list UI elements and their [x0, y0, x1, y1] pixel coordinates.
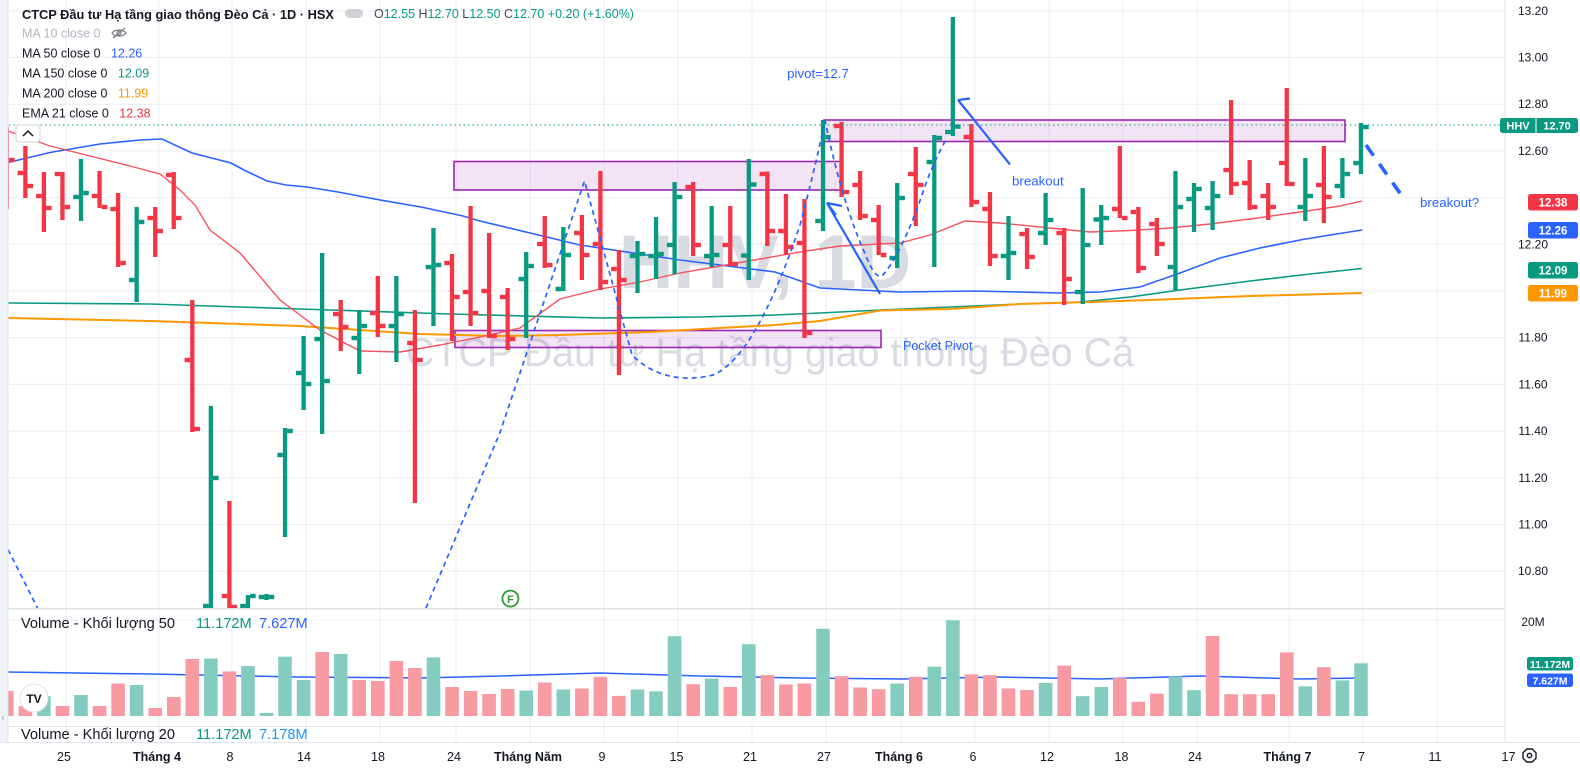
- svg-text:11.40: 11.40: [1518, 424, 1547, 438]
- svg-text:HHV: HHV: [1506, 121, 1530, 133]
- svg-text:TV: TV: [26, 692, 41, 706]
- svg-text:7.627M: 7.627M: [259, 616, 308, 632]
- svg-text:Volume - Khối lượng 50: Volume - Khối lượng 50: [21, 616, 175, 632]
- svg-text:11.99: 11.99: [1539, 288, 1567, 300]
- svg-text:breakout: breakout: [1012, 174, 1064, 189]
- svg-text:18: 18: [371, 750, 385, 764]
- svg-text:breakout?: breakout?: [1420, 195, 1479, 210]
- svg-text:Tháng 4: Tháng 4: [133, 750, 181, 764]
- svg-text:7.178M: 7.178M: [259, 727, 308, 743]
- svg-text:15: 15: [670, 750, 684, 764]
- svg-text:21: 21: [743, 750, 757, 764]
- svg-text:6: 6: [970, 750, 977, 764]
- svg-text:EMA 21 close 0 12.38: EMA 21 close 0 12.38: [22, 107, 151, 121]
- svg-text:14: 14: [297, 750, 311, 764]
- svg-text:Tháng Năm: Tháng Năm: [494, 750, 562, 764]
- svg-text:13.00: 13.00: [1518, 51, 1548, 65]
- svg-text:9: 9: [599, 750, 606, 764]
- svg-text:12.70: 12.70: [1543, 121, 1571, 133]
- svg-text:7: 7: [1358, 750, 1365, 764]
- svg-text:O12.55 H12.70 L12.50 C12.70 +0: O12.55 H12.70 L12.50 C12.70 +0.20 (+1.60…: [374, 7, 634, 21]
- svg-text:17: 17: [1502, 750, 1516, 764]
- svg-text:12: 12: [1040, 750, 1054, 764]
- svg-text:18: 18: [1115, 750, 1129, 764]
- svg-text:CTCP Đầu tư Hạ tầng giao thông: CTCP Đầu tư Hạ tầng giao thông Đèo Cả · …: [22, 7, 334, 22]
- svg-text:12.09: 12.09: [1539, 265, 1568, 277]
- svg-text:MA 200 close 0 11.99: MA 200 close 0 11.99: [22, 87, 148, 101]
- svg-text:13.20: 13.20: [1518, 4, 1548, 18]
- svg-text:Pocket Pivot: Pocket Pivot: [903, 339, 973, 353]
- svg-text:11.80: 11.80: [1518, 331, 1547, 345]
- svg-text:20M: 20M: [1521, 615, 1544, 629]
- svg-text:Volume - Khối lượng 20: Volume - Khối lượng 20: [21, 727, 175, 743]
- svg-text:12.26: 12.26: [1539, 225, 1568, 237]
- svg-text:12.60: 12.60: [1518, 144, 1548, 158]
- svg-text:11.172M: 11.172M: [196, 727, 252, 743]
- svg-text:12.80: 12.80: [1518, 97, 1548, 111]
- svg-text:25: 25: [57, 750, 71, 764]
- svg-text:12.38: 12.38: [1539, 197, 1568, 209]
- svg-text:pivot=12.7: pivot=12.7: [787, 66, 849, 81]
- svg-text:11.00: 11.00: [1518, 518, 1547, 532]
- svg-text:8: 8: [227, 750, 234, 764]
- svg-text:11.60: 11.60: [1518, 377, 1547, 391]
- svg-text:24: 24: [1188, 750, 1202, 764]
- svg-text:F: F: [507, 594, 514, 606]
- svg-text:11.172M: 11.172M: [1530, 659, 1571, 671]
- svg-text:24: 24: [447, 750, 461, 764]
- svg-text:11: 11: [1429, 750, 1442, 764]
- svg-text:MA 10 close 0: MA 10 close 0: [22, 27, 101, 41]
- svg-text:MA 150 close 0 12.09: MA 150 close 0 12.09: [22, 67, 149, 81]
- svg-text:Tháng 7: Tháng 7: [1264, 750, 1312, 764]
- svg-text:7.627M: 7.627M: [1532, 675, 1567, 687]
- svg-text:10.80: 10.80: [1518, 564, 1548, 578]
- svg-text:Tháng 6: Tháng 6: [875, 750, 923, 764]
- svg-text:HHV, 1D: HHV, 1D: [619, 220, 912, 305]
- svg-text:MA 50 close 0 12.26: MA 50 close 0 12.26: [22, 47, 142, 61]
- svg-text:11.20: 11.20: [1518, 471, 1547, 485]
- svg-text:12.20: 12.20: [1518, 237, 1548, 251]
- svg-text:‹: ‹: [2, 713, 5, 722]
- svg-text:11.172M: 11.172M: [196, 616, 252, 632]
- svg-text:27: 27: [817, 750, 831, 764]
